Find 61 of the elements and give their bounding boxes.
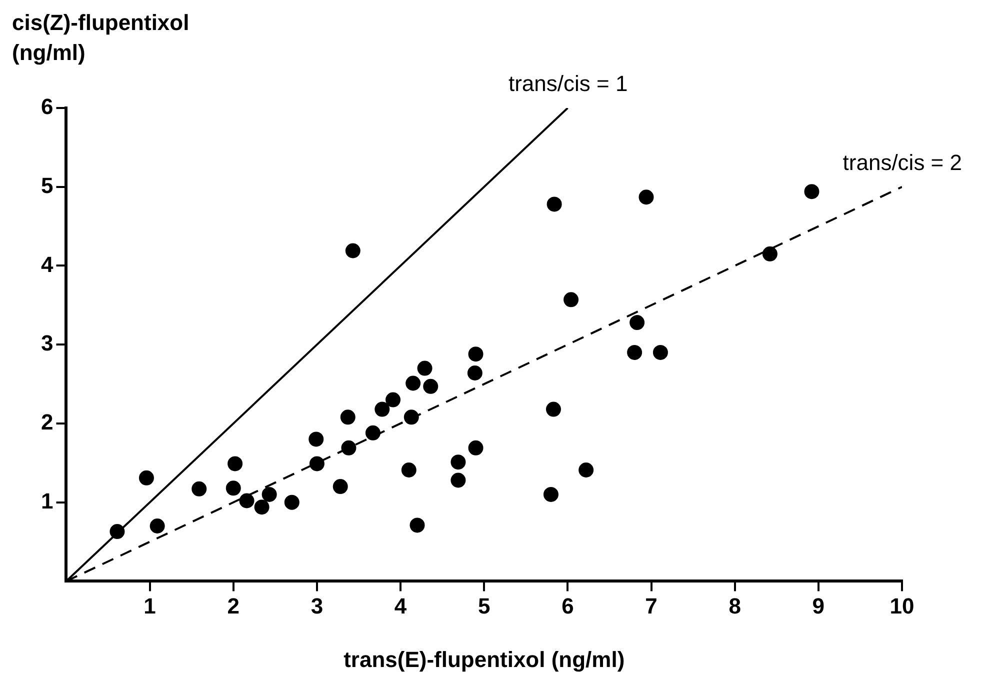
- point: [467, 365, 482, 380]
- point: [546, 402, 561, 417]
- point: [468, 346, 484, 362]
- point: [652, 344, 668, 360]
- point: [564, 292, 579, 308]
- point: [630, 315, 645, 330]
- point: [468, 440, 484, 456]
- point: [239, 493, 254, 508]
- y-tick-label: 6: [40, 94, 54, 120]
- point: [627, 344, 642, 360]
- x-tick-label: 7: [645, 593, 658, 618]
- x-tick-label: 9: [812, 593, 825, 618]
- point: [804, 184, 820, 200]
- point: [762, 246, 778, 262]
- y-tick-label: 5: [40, 172, 54, 198]
- x-tick-label: 10: [890, 593, 914, 618]
- point: [345, 243, 360, 258]
- point: [386, 392, 401, 408]
- x-tick-label: 3: [310, 593, 324, 618]
- x-tick-label: 5: [478, 593, 490, 618]
- point: [254, 500, 270, 515]
- point: [546, 196, 562, 212]
- point: [332, 479, 348, 494]
- point: [340, 410, 356, 425]
- y-tick-label: 4: [40, 252, 54, 277]
- series-label: trans/cis = 2: [842, 150, 962, 175]
- point: [638, 190, 654, 205]
- y-tick-label: 2: [40, 410, 54, 435]
- x-tick-label: 4: [394, 593, 408, 618]
- point: [284, 494, 300, 510]
- point: [404, 410, 419, 425]
- point: [309, 456, 324, 472]
- point: [423, 378, 438, 394]
- point: [543, 486, 558, 502]
- point: [226, 480, 241, 496]
- point: [341, 440, 356, 456]
- point: [150, 518, 165, 534]
- point: [417, 360, 432, 376]
- x-tick-label: 2: [227, 593, 240, 618]
- point: [410, 518, 425, 533]
- x-tick-label: 6: [562, 593, 574, 618]
- point: [401, 462, 416, 478]
- series-label: trans/cis = 1: [508, 71, 628, 96]
- point: [228, 456, 243, 472]
- point: [450, 472, 466, 488]
- point: [192, 481, 207, 496]
- y-axis-title: cis(Z)-flupentixol (ng/ml): [12, 9, 190, 67]
- point: [450, 454, 466, 470]
- point: [578, 462, 594, 478]
- point: [365, 425, 380, 440]
- x-tick-label: 8: [728, 593, 741, 618]
- point: [406, 376, 421, 391]
- point: [308, 432, 324, 447]
- x-tick-label: 1: [144, 593, 156, 618]
- point: [262, 486, 277, 502]
- point: [138, 470, 154, 486]
- y-tick-label: 3: [40, 330, 54, 356]
- y-tick-label: 1: [40, 488, 54, 514]
- point: [110, 524, 125, 540]
- point: [374, 402, 390, 417]
- x-axis-title: trans(E)-flupentixol (ng/ml): [344, 646, 625, 672]
